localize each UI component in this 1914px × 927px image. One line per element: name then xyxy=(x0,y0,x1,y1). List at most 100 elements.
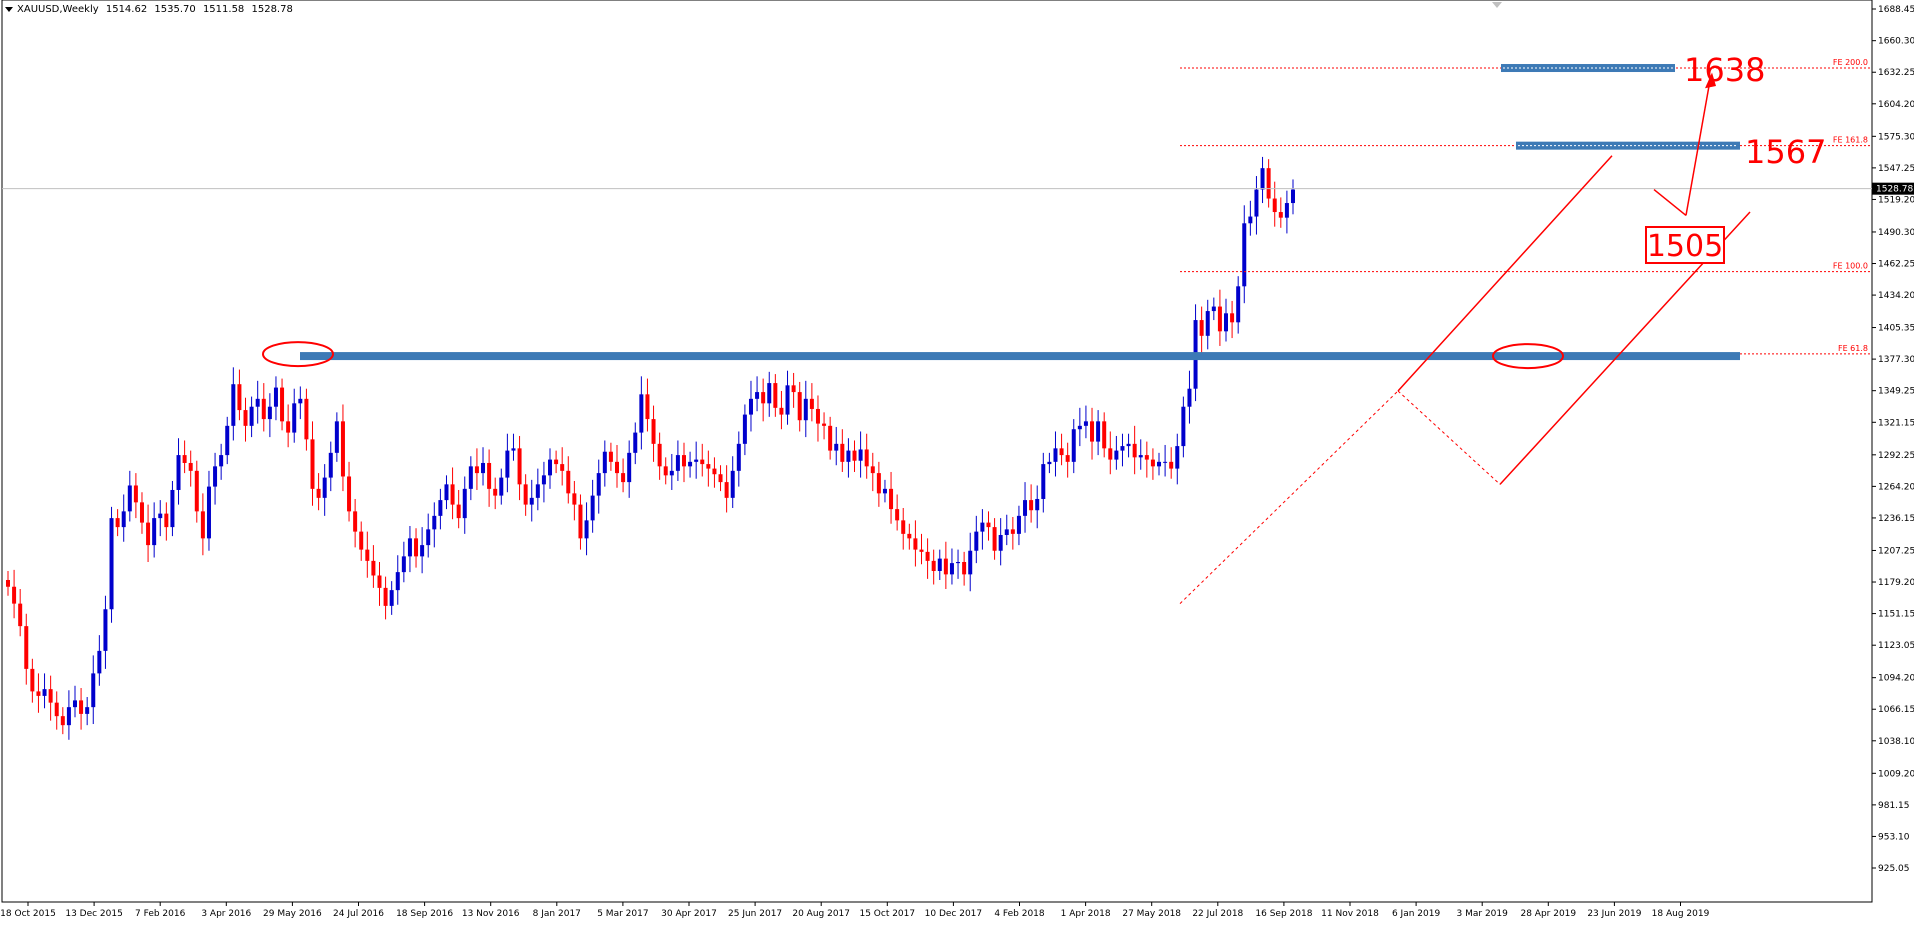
candle-body xyxy=(1284,203,1289,218)
candle-body xyxy=(548,459,553,476)
candle-body xyxy=(1065,455,1070,462)
arrow-to-1505 xyxy=(1653,188,1687,217)
close-value: 1528.78 xyxy=(251,4,293,15)
candle-body xyxy=(499,477,504,496)
candle-body xyxy=(1236,286,1241,323)
candle-body xyxy=(554,459,559,465)
candle-body xyxy=(1224,313,1228,332)
candle-body xyxy=(736,443,741,471)
candle-body xyxy=(1010,529,1015,534)
y-tick-label: 1264.20 xyxy=(1878,482,1914,492)
chart-menu-triangle-icon[interactable] xyxy=(5,6,13,12)
candle-body xyxy=(1187,388,1192,407)
x-tick-label: 24 Jul 2016 xyxy=(333,909,384,919)
candle-body xyxy=(560,464,565,471)
candle-body xyxy=(1071,429,1076,462)
candle-body xyxy=(876,473,881,494)
candle-body xyxy=(139,502,144,523)
candle-body xyxy=(444,484,449,501)
candle-body xyxy=(1278,212,1283,218)
candle-body xyxy=(627,452,632,483)
y-tick-label: 1292.25 xyxy=(1878,451,1914,461)
candle-body xyxy=(304,398,309,440)
candle-body xyxy=(633,432,638,453)
fib-level-label: FE 61.8 xyxy=(1838,344,1868,353)
candle-body xyxy=(42,689,47,696)
x-tick-label: 6 Jan 2019 xyxy=(1392,909,1440,919)
x-tick-label: 3 Apr 2016 xyxy=(201,909,251,919)
candle-body xyxy=(864,449,869,467)
candle-body xyxy=(1004,529,1009,535)
candle-body xyxy=(353,511,358,532)
y-tick-label: 1660.30 xyxy=(1878,37,1914,47)
y-tick-label: 1604.20 xyxy=(1878,100,1914,110)
candle-body xyxy=(97,650,102,674)
candle-body xyxy=(718,474,723,483)
candle-body xyxy=(1132,443,1137,458)
y-tick-label: 1434.20 xyxy=(1878,291,1914,301)
candle-body xyxy=(188,462,193,471)
candle-body xyxy=(803,398,808,421)
x-tick-label: 29 May 2016 xyxy=(263,909,322,919)
candle-body xyxy=(152,518,157,546)
candle-body xyxy=(615,461,619,474)
x-tick-label: 16 Sep 2018 xyxy=(1255,909,1312,919)
candle-body xyxy=(1041,464,1046,499)
y-tick-label: 1123.05 xyxy=(1878,641,1914,651)
candle-body xyxy=(1217,306,1222,332)
fib-expansion-leg-2 xyxy=(1397,390,1501,485)
y-tick-label: 1490.30 xyxy=(1878,228,1914,238)
candle-body xyxy=(292,403,297,433)
candle-body xyxy=(919,549,924,552)
y-tick-label: 953.10 xyxy=(1878,832,1910,842)
candle-body xyxy=(1138,455,1143,458)
candle-body xyxy=(176,455,181,490)
candle-body xyxy=(529,497,534,505)
y-tick-label: 925.05 xyxy=(1878,864,1910,874)
candle-body xyxy=(688,461,693,467)
candle-body xyxy=(706,464,711,469)
candle-body xyxy=(24,626,29,669)
y-tick-label: 1236.15 xyxy=(1878,514,1914,524)
candle-body xyxy=(1023,500,1028,516)
candle-body xyxy=(535,484,540,498)
candle-body xyxy=(91,673,96,708)
candle-body xyxy=(700,459,705,465)
candle-body xyxy=(639,394,644,433)
candle-body xyxy=(651,419,656,444)
candle-body xyxy=(578,504,583,539)
candle-body xyxy=(852,450,857,461)
candle-body xyxy=(1126,443,1131,447)
candle-body xyxy=(1157,461,1162,467)
x-tick-label: 27 May 2018 xyxy=(1122,909,1181,919)
candle-body xyxy=(267,406,272,420)
candle-body xyxy=(949,563,954,575)
candle-body xyxy=(213,466,218,487)
x-tick-label: 8 Jan 2017 xyxy=(533,909,581,919)
candle-body xyxy=(487,462,492,489)
candle-body xyxy=(1029,500,1034,511)
candle-body xyxy=(1169,461,1174,469)
candle-body xyxy=(523,484,528,505)
candle-body xyxy=(846,450,851,462)
candle-body xyxy=(590,495,595,521)
x-tick-label: 11 Nov 2018 xyxy=(1321,909,1379,919)
candle-body xyxy=(255,398,260,407)
candle-body xyxy=(414,538,419,557)
y-tick-label: 1066.15 xyxy=(1878,705,1914,715)
candle-body xyxy=(1096,421,1101,442)
candle-body xyxy=(407,538,412,557)
y-tick-label: 1207.25 xyxy=(1878,546,1914,556)
y-tick-label: 1462.25 xyxy=(1878,260,1914,270)
candle-body xyxy=(517,448,522,485)
candle-body xyxy=(724,482,729,498)
candle-body xyxy=(1108,448,1113,460)
candle-body xyxy=(584,520,589,539)
candle-body xyxy=(133,485,138,503)
candle-body xyxy=(347,476,352,512)
candle-body xyxy=(365,549,370,561)
candle-body xyxy=(1205,311,1210,336)
candle-body xyxy=(474,466,479,474)
